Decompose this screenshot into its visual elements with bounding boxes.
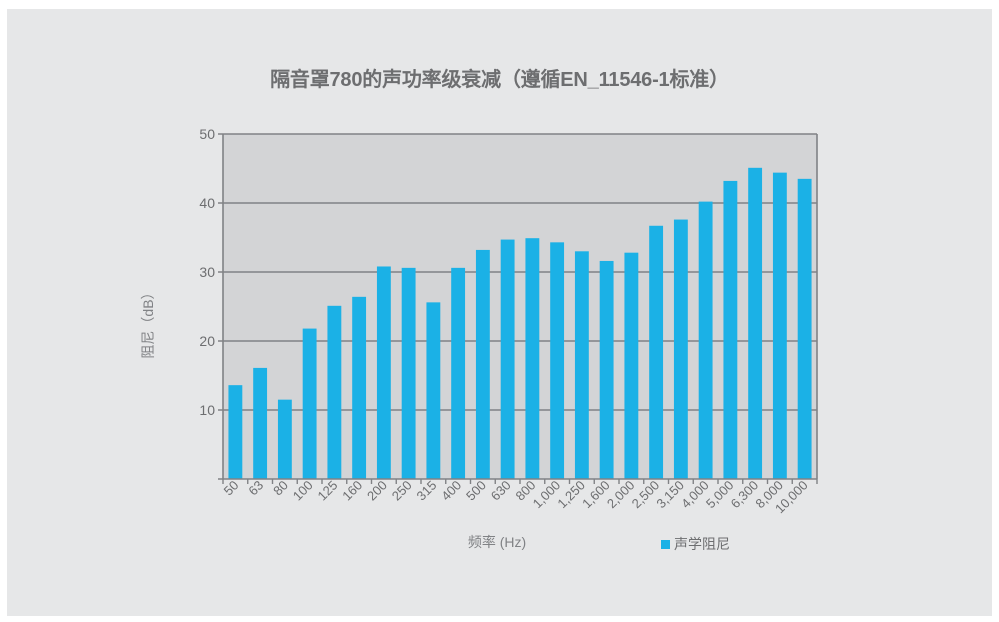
y-tick-labels: 10 20 30 40 50	[199, 126, 215, 418]
bar	[228, 385, 243, 479]
legend-swatch	[661, 540, 670, 549]
x-tick-label: 1,600	[579, 478, 613, 512]
y-tick-label: 50	[199, 126, 215, 142]
bar	[772, 172, 787, 479]
bar	[426, 302, 441, 479]
x-tick-label: 630	[488, 478, 514, 504]
bar	[376, 266, 391, 479]
y-tick-label: 20	[199, 333, 215, 349]
bar	[451, 267, 466, 479]
plot-area	[223, 134, 817, 479]
x-tick-label: 100	[290, 478, 316, 504]
y-tick-label: 30	[199, 264, 215, 280]
x-tick-label: 4,000	[678, 478, 712, 512]
x-tick-label: 80	[270, 478, 291, 499]
x-tick-label: 6,300	[728, 478, 762, 512]
bar	[327, 305, 342, 479]
bar	[352, 296, 367, 479]
x-tick-label: 3,150	[653, 478, 687, 512]
y-axis-label: 阻尼（dB）	[140, 285, 156, 358]
legend: 声学阻尼	[661, 536, 730, 552]
x-tick-label: 500	[463, 478, 489, 504]
x-tick-label: 1,250	[554, 478, 588, 512]
bar	[401, 267, 416, 479]
bar	[723, 180, 738, 480]
bar	[599, 260, 614, 479]
y-tick-label: 40	[199, 195, 215, 211]
x-tick-label: 250	[389, 478, 415, 504]
axes	[218, 134, 818, 484]
bar	[302, 328, 317, 479]
chart-title: 隔音罩780的声功率级衰减（遵循EN_11546-1标准）	[270, 69, 729, 91]
gridlines	[218, 133, 817, 411]
x-tick-label: 2,500	[629, 478, 663, 512]
bar	[748, 167, 763, 479]
bar	[649, 225, 664, 479]
x-tick-label: 1,000	[530, 478, 564, 512]
bar	[574, 251, 589, 479]
x-tick-label: 200	[364, 478, 390, 504]
x-tick-label: 5,000	[703, 478, 737, 512]
x-tick-label: 315	[414, 478, 440, 504]
bar	[475, 249, 490, 479]
bar	[525, 238, 540, 479]
legend-label: 声学阻尼	[674, 536, 730, 552]
bar	[797, 178, 812, 479]
x-tick-label: 400	[438, 478, 464, 504]
x-tick-label: 160	[339, 478, 365, 504]
x-tick-label: 63	[245, 478, 266, 499]
bar	[550, 242, 565, 479]
x-tick-label: 2,000	[604, 478, 638, 512]
x-tick-label: 50	[221, 478, 242, 499]
bar	[698, 201, 713, 479]
bar	[277, 399, 292, 479]
x-tick-labels: 50 63 801001251602002503154005006308001,00…	[221, 478, 811, 517]
x-tick-label: 125	[315, 478, 341, 504]
bar	[624, 252, 639, 479]
bar	[500, 239, 515, 479]
bar	[673, 219, 688, 479]
bars	[228, 167, 812, 480]
x-axis-label: 频率 (Hz)	[468, 534, 526, 550]
bar	[253, 367, 268, 479]
y-tick-label: 10	[199, 402, 215, 418]
